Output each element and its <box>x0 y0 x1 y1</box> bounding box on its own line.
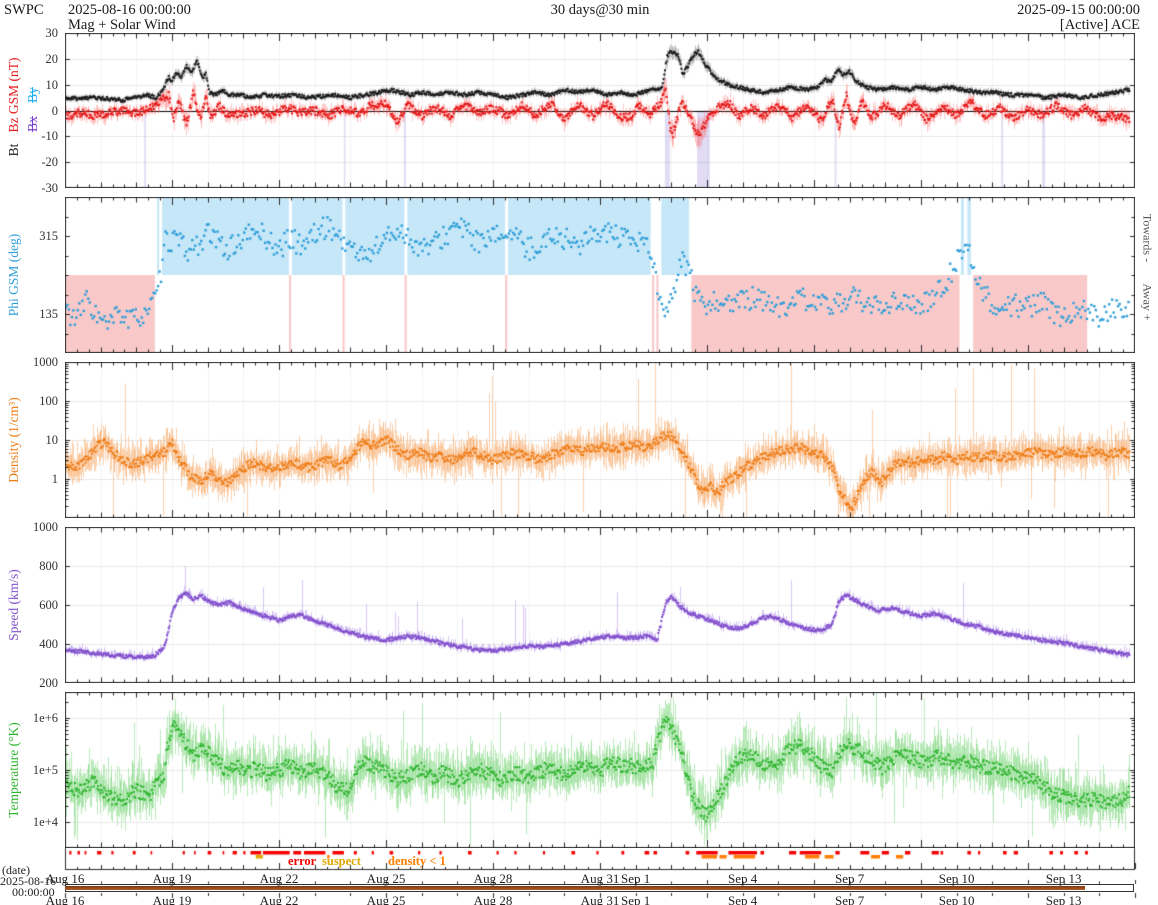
x-tick-label-secondary: Aug 31 <box>580 893 620 905</box>
y-tick-label: -30 <box>41 181 58 195</box>
x-tick-label-secondary: Aug 19 <box>152 893 192 905</box>
y-tick-label: 1e+4 <box>32 815 58 829</box>
x-tick-label: Sep 4 <box>728 871 758 886</box>
y-tick-label: 10 <box>45 433 59 447</box>
y-tick-label: 400 <box>39 637 58 651</box>
y-tick-label: 0 <box>51 103 58 118</box>
y-tick-label: -20 <box>41 155 58 170</box>
y-tick-label: 20 <box>45 51 59 66</box>
x-tick-label: Aug 25 <box>366 871 406 886</box>
x-tick-label-secondary: Sep 7 <box>835 893 865 905</box>
y-tick-label: 315 <box>39 229 58 243</box>
y-tick-label: 135 <box>39 307 58 321</box>
x-tick-label-secondary: Aug 22 <box>259 893 299 905</box>
y-tick-label: 10 <box>45 77 59 92</box>
x-tick-label-secondary: Sep 13 <box>1045 893 1082 905</box>
y-tick-label: 200 <box>39 676 58 690</box>
x-tick-label: Aug 16 <box>45 871 85 886</box>
y-tick-label: 800 <box>39 559 58 573</box>
y-tick-label: 100 <box>39 394 58 408</box>
y-tick-label: 1000 <box>33 355 58 369</box>
x-tick-label: Aug 31 <box>580 871 620 886</box>
x-tick-label: Sep 1 <box>621 871 651 886</box>
y-tick-label: -10 <box>41 129 58 144</box>
x-tick-label-secondary: Aug 16 <box>45 893 85 905</box>
y-tick-label: 30 <box>45 26 59 40</box>
x-tick-label-secondary: Aug 28 <box>473 893 513 905</box>
x-tick-label: Aug 19 <box>152 871 192 886</box>
x-tick-label: Aug 28 <box>473 871 513 886</box>
x-tick-label-secondary: Sep 10 <box>938 893 975 905</box>
x-tick-label-secondary: Aug 25 <box>366 893 406 905</box>
x-tick-label-secondary: Sep 1 <box>621 893 651 905</box>
y-tick-label: 600 <box>39 598 58 612</box>
x-tick-label: Sep 7 <box>835 871 865 886</box>
x-tick-label: Sep 13 <box>1045 871 1082 886</box>
y-tick-label: 1 <box>51 472 58 486</box>
x-tick-label: Sep 10 <box>938 871 975 886</box>
y-tick-label: 1e+6 <box>32 711 58 725</box>
x-tick-label: Aug 22 <box>259 871 299 886</box>
y-tick-label: 1e+5 <box>32 763 58 777</box>
y-tick-label: 1000 <box>33 520 58 534</box>
x-tick-label-secondary: Sep 4 <box>728 893 758 905</box>
